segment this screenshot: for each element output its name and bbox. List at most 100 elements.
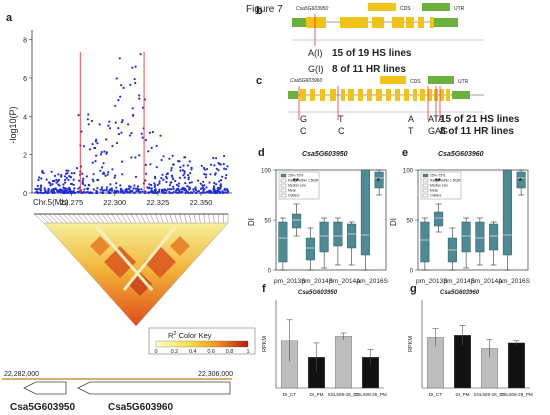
snp-point: [100, 151, 103, 154]
snp-point: [67, 169, 70, 172]
ld-blocks: [90, 225, 190, 296]
snp-point: [138, 97, 141, 100]
cds-exon: [430, 17, 434, 28]
snp-point: [59, 189, 63, 192]
manhattan-xticks: 22.275 22.300 22.325 22.350: [60, 193, 212, 207]
snp-point: [114, 104, 117, 107]
x-tick-label: 22.325: [146, 198, 169, 207]
y-tick-label: 100: [403, 169, 414, 175]
y-tick-label: 0: [268, 269, 272, 275]
ld-connector: [135, 213, 141, 224]
snp-point: [172, 185, 175, 188]
snp-point: [188, 186, 191, 189]
snp-point: [181, 186, 184, 189]
panel-f-label: f: [262, 283, 266, 295]
snp-point: [96, 179, 99, 182]
snp-point: [43, 187, 46, 190]
snp-point: [124, 188, 127, 192]
snp-point: [36, 184, 39, 188]
snp-point: [136, 185, 140, 188]
cds-exon: [395, 89, 400, 101]
snp-point: [134, 81, 137, 85]
snp-point: [134, 175, 138, 178]
legend-swatch: [280, 193, 287, 198]
snp-point: [113, 189, 116, 192]
snp-point: [51, 183, 54, 186]
snp-point: [183, 170, 186, 173]
legend-label: Mean: [288, 189, 296, 193]
panel-g-label: g: [410, 283, 417, 295]
panel-d-title: Csa5G603950: [302, 151, 348, 158]
group-label: pm_2013S: [274, 278, 306, 285]
snp-point: [217, 161, 220, 165]
allele1-text: 15 of 19 HS lines: [332, 48, 412, 59]
legend-swatch: [422, 178, 429, 183]
box: [461, 221, 471, 253]
snp-point: [172, 178, 175, 181]
snp-point: [144, 179, 147, 182]
snp-point: [140, 132, 143, 135]
snp-point: [151, 130, 154, 134]
snp-point: [224, 168, 228, 171]
snp-point: [202, 180, 205, 183]
snp-point: [174, 191, 178, 194]
box: [360, 169, 370, 256]
snp-point: [81, 172, 84, 175]
color-key-tick: 0.8: [226, 349, 234, 355]
significance-mark: *: [519, 177, 523, 186]
snp-point: [120, 131, 123, 134]
color-key-title: R2 Color Key: [168, 331, 212, 340]
snp-point: [148, 183, 151, 186]
snp-point: [70, 172, 73, 175]
panel-d-label: d: [258, 147, 265, 159]
color-key-tick: 1: [246, 349, 249, 355]
snp-point: [120, 121, 123, 124]
snp-point: [196, 179, 200, 182]
snp-point: [202, 189, 205, 192]
cds-exon: [310, 89, 315, 101]
box: [292, 213, 302, 229]
snp-point: [78, 179, 81, 182]
snp-point: [111, 144, 114, 148]
snp-point: [63, 189, 66, 192]
snp-point: [163, 191, 166, 195]
snp-point: [130, 156, 133, 159]
snp-point: [55, 178, 58, 181]
snp-point: [170, 188, 173, 191]
ld-connector: [96, 213, 104, 224]
snp-point: [117, 133, 121, 136]
snp-point: [212, 156, 215, 160]
snp-point: [172, 190, 175, 193]
panel-c-gene: Csa5G603960: [290, 78, 322, 84]
snp-point: [177, 182, 181, 185]
snp-point: [96, 142, 99, 145]
group-label: pm_2013S: [416, 278, 448, 285]
snp-point: [72, 178, 75, 181]
box: [347, 223, 357, 249]
allele1: A(I): [308, 48, 323, 58]
snp-point: [40, 177, 43, 180]
snp-point: [120, 84, 123, 87]
snp-point: [148, 186, 151, 189]
snp-point: [72, 189, 75, 192]
snp-point: [141, 190, 144, 193]
snp-point: [172, 163, 175, 166]
manhattan-marker-lines: [79, 52, 145, 193]
snp-point: [166, 188, 170, 191]
snp-point: [45, 191, 49, 194]
snp-point: [147, 191, 150, 195]
ld-connector: [150, 213, 155, 224]
snp-point: [160, 176, 163, 180]
snp-point: [179, 191, 182, 194]
ld-connector: [121, 213, 127, 224]
y-tick-label: 50: [406, 219, 413, 225]
snp-point: [96, 187, 99, 190]
snp-point: [205, 173, 208, 176]
group-label: pm_2014A: [471, 278, 503, 285]
snp-point: [100, 186, 103, 189]
snp-point: [102, 162, 105, 165]
hr-allele: C: [338, 126, 345, 136]
legend-utr-label: UTR: [458, 79, 469, 85]
ld-connector: [67, 213, 77, 224]
snp-point: [165, 180, 168, 184]
